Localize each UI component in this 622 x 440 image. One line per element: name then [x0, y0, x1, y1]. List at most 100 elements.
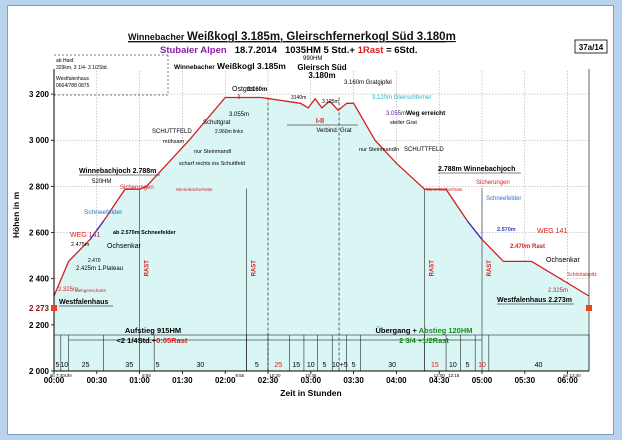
time-note: 10:45: [305, 373, 317, 378]
annotation-3140: 3140m: [291, 95, 306, 101]
x-tick-label: 02:00: [215, 376, 236, 385]
info-note: 329km, 3 1/4- 3 1/2Std.: [56, 65, 108, 71]
x-tick-label: 05:30: [515, 376, 536, 385]
annotation-peak-alt: 3.160m: [247, 87, 267, 93]
time-note: an 13:40: [563, 373, 581, 378]
annotation-sicherungen-left: Sicherungen: [120, 185, 154, 191]
annotation-2325-right: 2.325m: [548, 288, 568, 294]
time-note: 8:55: [142, 373, 151, 378]
segment-duration: 5: [465, 362, 469, 369]
segment-duration: 40: [535, 362, 543, 369]
annotation-aufstieg: Aufstieg 915HM: [125, 326, 181, 335]
x-tick-label: 00:00: [44, 376, 65, 385]
x-axis-label: Zeit in Stunden: [280, 388, 341, 398]
x-tick-label: 03:30: [343, 376, 364, 385]
segment-duration: 25: [82, 362, 90, 369]
y-axis-label: Höhen in m: [11, 191, 21, 238]
segment-duration: 15: [292, 362, 300, 369]
info-box: ab Haid: 329km, 3 1/4- 3 1/2Std. Westfal…: [54, 54, 169, 96]
annotation-ostgrat: Ostgrat: [232, 86, 255, 93]
annotation-nur-steinmandl: nur Steinmandl: [194, 149, 231, 155]
segment-lines: [53, 97, 590, 371]
annotation-steiler-grat: steiler Grat: [390, 120, 417, 126]
rast-label: RAST: [487, 260, 493, 277]
segment-duration: 10: [478, 362, 486, 369]
annotation-3125: 3.125m: [322, 99, 339, 105]
annotation-nur-steinmandln: nur Steinmandln: [359, 147, 399, 153]
annotation-gleirsch: Gleirsch Süd: [297, 63, 346, 72]
annotation-winnebacherhuette-right: Winnebacherhütte: [426, 187, 463, 192]
annotation-weg-erreicht: Weg erreicht: [406, 110, 446, 117]
annotation-westfalenhaus-right: Westfalenhaus 2.273m: [497, 297, 572, 304]
info-note: Westfalenhaus: [56, 76, 89, 82]
annotation-winnebachjoch-left: Winnebachjoch 2.788m: [79, 168, 156, 175]
y-tick-label: 2 273: [29, 304, 50, 313]
annotation-gleirsch-alt: 3.180m: [308, 71, 335, 80]
axes: 2 000 2 200 2 273 2 400 2 600 2 800 3 000 3 200…: [11, 69, 590, 398]
x-tick-label: 01:30: [172, 376, 193, 385]
annotation-520hm: 520HM: [92, 179, 111, 185]
annotation-2325-left: 2.325m: [58, 287, 78, 293]
segment-duration: 10: [307, 362, 315, 369]
x-tick-label: 02:30: [258, 376, 279, 385]
segment-duration: 5: [323, 362, 327, 369]
annotation-weisskogl-prefix: Winnebacher: [174, 64, 215, 71]
annotation-scharf-rechts: scharf rechts ins Schuttfeld: [179, 161, 245, 167]
annotation-3055-right: 3.055m: [386, 111, 406, 117]
annotation-ostgrat-mark: I: [238, 94, 240, 101]
annotation-muehsam: mühsam: [163, 139, 185, 145]
x-tick-label: 03:00: [301, 376, 322, 385]
annotation-990hm: 990HM: [303, 56, 322, 62]
annotation-schoentalspitz: Schöntalspitz: [567, 272, 597, 278]
x-tick-label: 00:30: [87, 376, 108, 385]
time-note: 12:15: [448, 373, 460, 378]
annotation-2475: 2.475m: [71, 242, 90, 248]
annotation-2470: 2.470: [88, 258, 101, 264]
profile-fill: [54, 97, 589, 371]
sheet-badge-box: [574, 39, 608, 54]
snowfield-segment: [466, 220, 483, 240]
annotation-3055-left: 3.055m: [229, 112, 249, 118]
annotation-gratgipfel: 3.160m Gratgipfel: [344, 80, 392, 86]
y-tick-label: 2 800: [29, 182, 50, 191]
x-tick-label: 04:30: [429, 376, 450, 385]
annotation-weisskogl: Weißkogl 3.185m: [217, 61, 286, 71]
time-note: ab 7:40Uhr: [50, 373, 73, 378]
annotation-2960: 2.960m links: [215, 129, 244, 135]
annotation-sicherungen-right: Sicherungen: [476, 180, 510, 186]
annotation-2470-rast: 2.470m Rast: [510, 244, 545, 250]
y-tick-label: 2 000: [29, 367, 50, 376]
annotation-uebergang: Übergang + Abstieg 120HM: [375, 326, 472, 335]
profile-line: [53, 96, 590, 297]
chart-title: Winnebacher Weißkogl 3.185m, Gleirschfer…: [128, 31, 456, 43]
start-point: [51, 305, 57, 311]
y-tick-label: 2 600: [29, 229, 50, 238]
x-tick-label: 04:00: [386, 376, 407, 385]
x-tick-label: 06:00: [557, 376, 578, 385]
sheet-badge: 37a/14: [579, 43, 604, 52]
profile-area: [54, 97, 589, 371]
time-note: 9:55: [235, 373, 244, 378]
segment-duration: 5: [55, 362, 59, 369]
annotation-verbind-grat: Verbind. Grat: [316, 128, 352, 134]
snowfield-segment: [89, 220, 105, 240]
annotation-weg141-left: WEG 141: [70, 232, 100, 239]
rast-markers: RAST RAST RAST RAST: [145, 260, 493, 277]
annotation-ziehgenscharte: Ziehgenscharte: [75, 288, 107, 293]
annotation-ochsenkar-left: Ochsenkar: [107, 243, 142, 250]
annotation-winnebacherhuette-left: Winnebacherhütte: [176, 187, 213, 192]
annotation-verbind-mark: I-II: [316, 118, 324, 125]
segment-duration: 25: [274, 362, 282, 369]
segment-duration: 10: [60, 362, 68, 369]
rast-label: RAST: [252, 260, 258, 277]
profile-line-group: [53, 96, 590, 297]
annotation-uebergang-time: 2 3/4 +1/2Rast: [399, 336, 449, 345]
segment-duration: 35: [125, 362, 133, 369]
y-tick-label: 2 400: [29, 275, 50, 284]
annotation-schuttfeld-right: SCHUTTFELD: [404, 147, 444, 153]
y-tick-label: 3 000: [29, 136, 50, 145]
segment-duration: 5: [255, 362, 259, 369]
time-note: 12:00: [434, 373, 446, 378]
